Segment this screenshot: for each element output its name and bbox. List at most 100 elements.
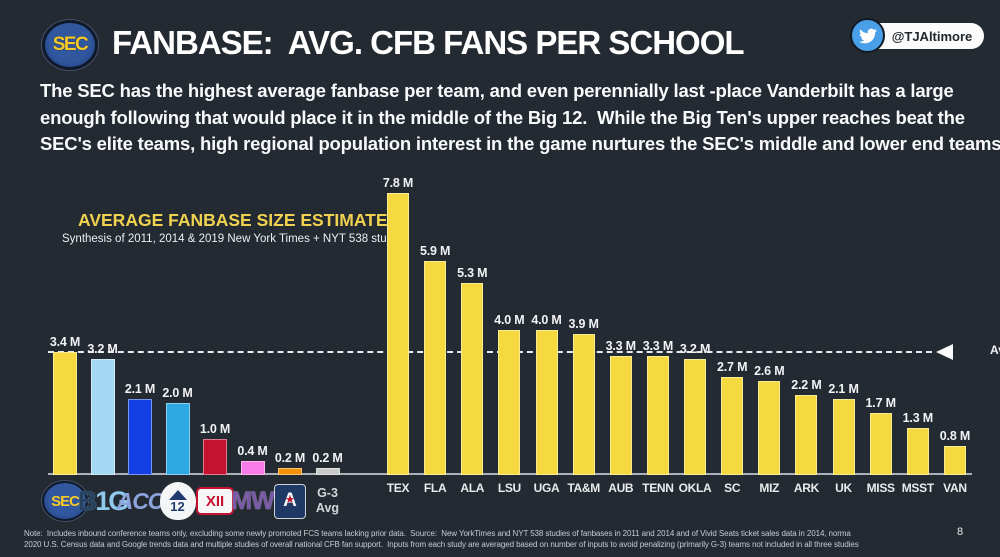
intro-paragraph: The SEC has the highest average fanbase …: [40, 78, 1000, 158]
value-label-ark: 2.2 M: [791, 378, 822, 392]
value-label-uga: 4.0 M: [531, 313, 562, 327]
value-label-big-12: 1.0 M: [199, 422, 231, 436]
sec-conference-logo-small: SEC: [42, 481, 88, 521]
logo-slot-g3-avg: G-3 Avg: [298, 479, 358, 523]
axis-label-okla: OKLA: [678, 481, 712, 495]
logo-slot-mountain-west: MW: [223, 479, 283, 523]
twitter-handle[interactable]: @TJAltimore: [891, 28, 973, 44]
value-label-acc: 2.1 M: [124, 382, 156, 396]
value-label-tex: 7.8 M: [382, 176, 414, 190]
logo-slot-sec: SEC: [35, 479, 95, 523]
bar-b1g: [90, 359, 115, 475]
acc-logo: ACC: [116, 487, 165, 514]
value-label-mountain-west: 0.4 M: [237, 444, 268, 458]
logo-slot-acc: ACC: [110, 479, 170, 523]
axis-label-sc: SC: [724, 481, 741, 495]
mountain-icon: [168, 490, 187, 500]
pac-12-logo: 12: [159, 482, 196, 520]
value-label-sec: 3.4 M: [49, 335, 81, 349]
sec-conference-logo: SEC: [42, 20, 98, 70]
bar-uga: [535, 330, 558, 475]
axis-label-ark: ARK: [793, 481, 819, 495]
big-ten-logo: B1G: [77, 485, 130, 516]
bar-lsu: [498, 330, 521, 475]
logo-slot-big-12: XII: [185, 479, 245, 523]
average-arrow-icon: [936, 344, 953, 360]
page-number: 8: [957, 526, 964, 538]
value-label-msst: 1.3 M: [902, 411, 933, 425]
value-label-b1g: 3.2 M: [87, 342, 118, 356]
bar-ark: [795, 395, 818, 475]
bar-tex: [387, 193, 409, 475]
bar-pac-12: [165, 403, 190, 475]
value-label-van: 0.8 M: [939, 429, 971, 443]
average-line-label: Avg: [990, 343, 1000, 357]
intro-line-3: SEC's elite teams, high regional populat…: [40, 133, 1000, 154]
bar-acc: [128, 399, 152, 475]
big-12-logo: XII: [196, 487, 234, 515]
bar-american: [278, 468, 302, 475]
axis-label-fla: FLA: [423, 481, 447, 495]
value-label-american: 0.2 M: [274, 451, 306, 465]
axis-label-tenn: TENN: [642, 481, 674, 495]
bar-big-12: [203, 439, 227, 475]
twitter-badge[interactable]: @TJAltimore: [850, 18, 990, 54]
axis-label-ala: ALA: [460, 481, 485, 495]
bar-tam: [572, 334, 595, 475]
axis-label-tam: TA&M: [567, 481, 600, 495]
page-title: FANBASE: AVG. CFB FANS PER SCHOOL: [112, 24, 745, 61]
value-label-miss: 1.7 M: [865, 396, 896, 410]
bar-sec: [53, 352, 77, 475]
value-label-uk: 2.1 M: [828, 382, 859, 396]
value-label-aub: 3.3 M: [605, 339, 636, 353]
bar-fla: [424, 261, 447, 475]
value-label-tenn: 3.3 M: [642, 339, 674, 353]
intro-line-1: The SEC has the highest average fanbase …: [40, 80, 954, 101]
footnote-line-2: 2020 U.S. Census data and Google trends …: [24, 540, 859, 549]
axis-label-aub: AUB: [608, 481, 634, 495]
bar-g3-avg: [315, 468, 340, 475]
axis-label-lsu: LSU: [497, 481, 521, 495]
chart-title: AVERAGE FANBASE SIZE ESTIMATES: [78, 210, 400, 230]
bar-sc: [721, 377, 744, 475]
bar-miz: [758, 381, 781, 475]
footnote-line-1: Note: Includes inbound conference teams …: [24, 529, 851, 538]
twitter-bird-icon: [850, 18, 885, 53]
star-icon: ★: [285, 493, 295, 506]
logo-slot-b1g: B1G: [73, 479, 133, 523]
mountain-west-logo: MW: [231, 486, 274, 515]
value-label-g3-avg: 0.2 M: [312, 451, 343, 465]
axis-label-van: VAN: [943, 481, 967, 495]
value-label-pac-12: 2.0 M: [162, 386, 193, 400]
value-label-tam: 3.9 M: [568, 317, 599, 331]
axis-label-uk: UK: [835, 481, 852, 495]
bar-aub: [609, 356, 632, 475]
axis-label-tex: TEX: [386, 481, 410, 495]
axis-label-uga: UGA: [533, 481, 560, 495]
logo-slot-pac-12: 12: [148, 479, 208, 523]
bar-van: [943, 446, 966, 475]
axis-label-msst: MSST: [901, 481, 934, 495]
average-dashed-line: [48, 351, 932, 353]
value-label-sc: 2.7 M: [717, 360, 748, 374]
value-label-miz: 2.6 M: [754, 364, 785, 378]
bar-okla: [684, 359, 707, 475]
bar-miss: [869, 413, 892, 475]
chart-subtitle: Synthesis of 2011, 2014 & 2019 New York …: [62, 233, 408, 245]
g3-avg-label: G-3 Avg: [315, 486, 340, 515]
bar-msst: [906, 428, 929, 475]
value-label-okla: 3.2 M: [679, 342, 711, 356]
intro-line-2: enough following that would place it in …: [40, 106, 965, 128]
value-label-fla: 5.9 M: [419, 244, 451, 258]
value-label-ala: 5.3 M: [457, 266, 488, 280]
axis-label-miss: MISS: [866, 481, 895, 495]
bar-tenn: [646, 356, 669, 475]
value-label-lsu: 4.0 M: [494, 313, 525, 327]
twitter-handle-pill[interactable]: @TJAltimore: [866, 23, 984, 49]
logo-slot-american: A ★: [260, 479, 320, 523]
american-athletic-logo: A ★: [274, 483, 306, 519]
axis-label-miz: MIZ: [759, 481, 780, 495]
bar-mountain-west: [240, 461, 265, 475]
sec-logo-text: SEC: [52, 34, 89, 55]
